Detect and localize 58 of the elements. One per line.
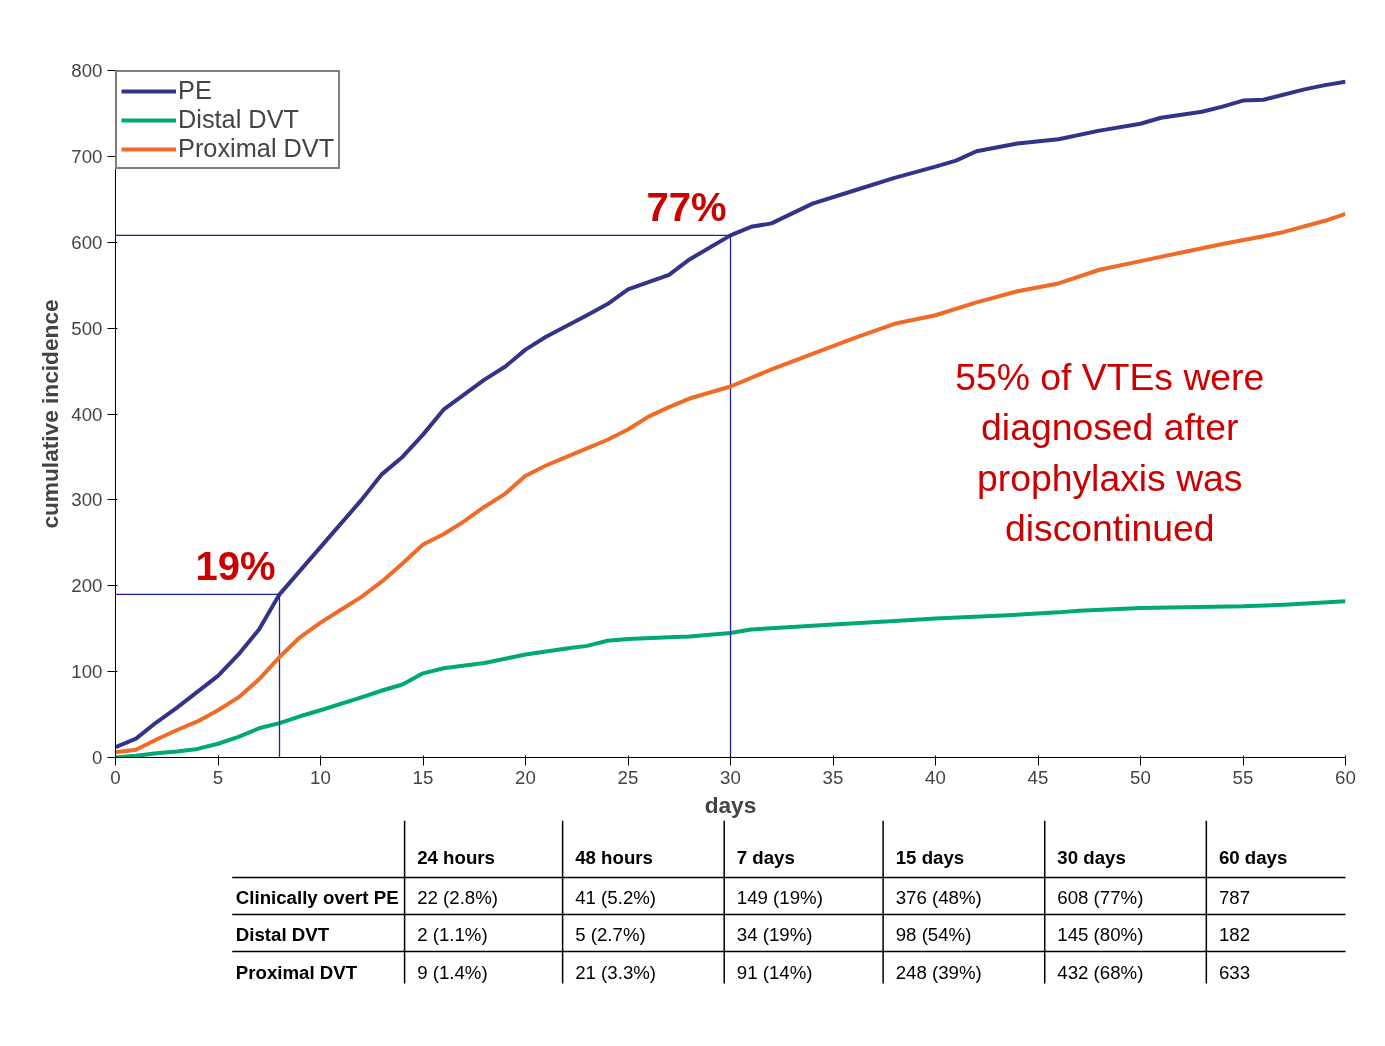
y-tick-label: 300: [71, 489, 103, 511]
y-tick-label: 400: [71, 403, 103, 425]
text: 248 (39%): [895, 962, 982, 983]
text: 24 hours: [417, 847, 495, 868]
text: Clinically overt PE: [235, 887, 399, 908]
x-tick-label: 55: [1232, 766, 1254, 788]
text: 60 days: [1218, 847, 1288, 868]
text: 41 (5.2%): [575, 887, 657, 908]
x-tick-label: 45: [1027, 766, 1049, 788]
x-tick-label: 50: [1130, 766, 1151, 788]
text: 21 (3.3%): [575, 962, 657, 983]
text: 48 hours: [575, 847, 653, 868]
x-tick-label: 60: [1335, 766, 1356, 788]
y-tick-label: 100: [71, 661, 103, 683]
text: 34 (19%): [736, 924, 813, 945]
y-tick-label: 700: [71, 145, 103, 167]
text: 91 (14%): [736, 962, 813, 983]
x-tick-label: 35: [822, 766, 844, 788]
text: 182: [1218, 924, 1251, 945]
x-axis-title: days: [704, 791, 757, 818]
x-tick-label: 15: [412, 766, 434, 788]
annotation: 19%: [195, 544, 276, 589]
text: 149 (19%): [736, 887, 823, 908]
text: 7 days: [736, 847, 795, 868]
x-tick-label: 10: [310, 766, 331, 788]
line-series: [115, 79, 1346, 750]
x-tick-label: 40: [925, 766, 946, 788]
text: 2 (1.1%): [417, 924, 488, 945]
annotation: 55% of VTEs were diagnosed after prophylaxis was discontinued: [955, 356, 1265, 550]
legend-label: PE: [178, 76, 212, 105]
text: 608 (77%): [1057, 887, 1144, 908]
text: 5 (2.7%): [575, 924, 646, 945]
text: 633: [1218, 962, 1251, 983]
x-tick-label: 20: [515, 766, 536, 788]
y-tick-label: 500: [71, 317, 103, 339]
text: Proximal DVT: [235, 962, 358, 983]
y-tick-label: 600: [71, 231, 103, 253]
x-tick-label: 5: [212, 766, 224, 788]
text: 22 (2.8%): [417, 887, 499, 908]
text: 9 (1.4%): [417, 962, 488, 983]
legend-label: Distal DVT: [178, 105, 300, 134]
text: 376 (48%): [895, 887, 982, 908]
x-tick-label: 30: [720, 766, 741, 788]
y-tick-label: 0: [92, 747, 103, 768]
x-tick-label: 0: [110, 766, 121, 788]
text: 30 days: [1057, 847, 1126, 868]
text: 15 days: [895, 847, 965, 868]
legend-label: Proximal DVT: [178, 134, 335, 163]
text: 145 (80%): [1057, 924, 1144, 945]
text: 787: [1218, 887, 1251, 908]
annotation: 77%: [646, 185, 727, 230]
y-axis-title: cumulative incidence: [37, 299, 64, 529]
x-tick-label: 25: [617, 766, 639, 788]
text: Distal DVT: [235, 924, 330, 945]
text: 432 (68%): [1057, 962, 1144, 983]
text: 98 (54%): [895, 924, 972, 945]
y-tick-label: 800: [71, 60, 103, 81]
y-tick-label: 200: [71, 575, 103, 597]
